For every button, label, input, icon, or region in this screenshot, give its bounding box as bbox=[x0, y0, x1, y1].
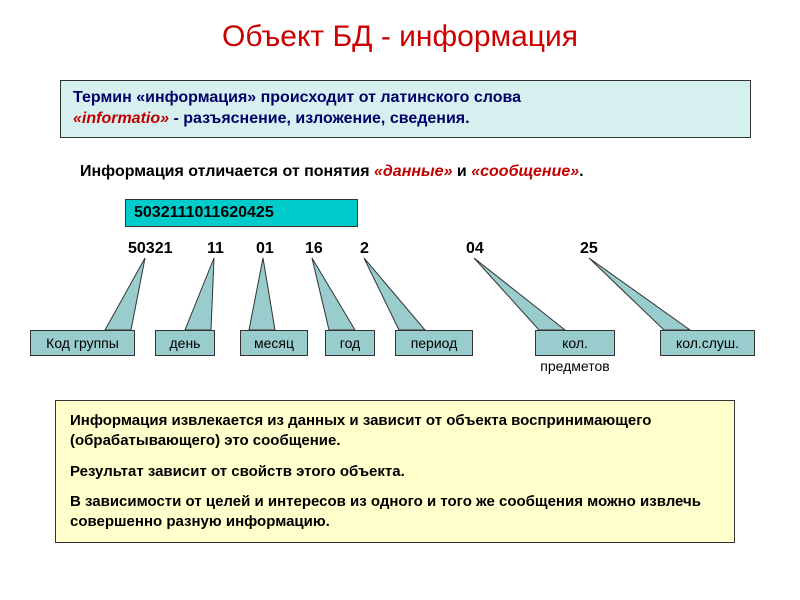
callout-extra-5: предметов bbox=[535, 358, 615, 374]
code-segment-2: 01 bbox=[256, 240, 274, 258]
code-segment-0: 50321 bbox=[128, 240, 173, 258]
explain-p2: Результат зависит от свойств этого объек… bbox=[70, 462, 720, 482]
term-definition-box: Термин «информация» происходит от латинс… bbox=[60, 80, 751, 138]
callout-1: день bbox=[155, 330, 215, 356]
diff-post: . bbox=[579, 163, 583, 180]
term-line2b: - разъяснение, изложение, сведения. bbox=[169, 110, 470, 127]
term-latin: «informatio» bbox=[73, 110, 169, 127]
diff-r1: «данные» bbox=[374, 163, 452, 180]
callout-6: кол.слуш. bbox=[660, 330, 755, 356]
code-segment-4: 2 bbox=[360, 240, 369, 258]
full-code-box: 5032111011620425 bbox=[125, 199, 358, 227]
code-segment-6: 25 bbox=[580, 240, 598, 258]
code-segment-1: 11 bbox=[207, 240, 224, 258]
code-segment-5: 04 bbox=[466, 240, 484, 258]
diff-mid: и bbox=[452, 163, 471, 180]
term-line1: Термин «информация» происходит от латинс… bbox=[73, 89, 521, 106]
difference-line: Информация отличается от понятия «данные… bbox=[80, 163, 584, 181]
slide-title: Объект БД - информация bbox=[0, 20, 800, 54]
code-segment-3: 16 bbox=[305, 240, 323, 258]
explain-p3: В зависимости от целей и интересов из од… bbox=[70, 492, 720, 533]
callout-5: кол. bbox=[535, 330, 615, 356]
diff-pre: Информация отличается от понятия bbox=[80, 163, 374, 180]
callout-0: Код группы bbox=[30, 330, 135, 356]
explain-p1: Информация извлекается из данных и завис… bbox=[70, 411, 720, 452]
callout-4: период bbox=[395, 330, 473, 356]
diff-r2: «сообщение» bbox=[471, 163, 579, 180]
callout-3: год bbox=[325, 330, 375, 356]
explanation-box: Информация извлекается из данных и завис… bbox=[55, 400, 735, 543]
callout-2: месяц bbox=[240, 330, 308, 356]
